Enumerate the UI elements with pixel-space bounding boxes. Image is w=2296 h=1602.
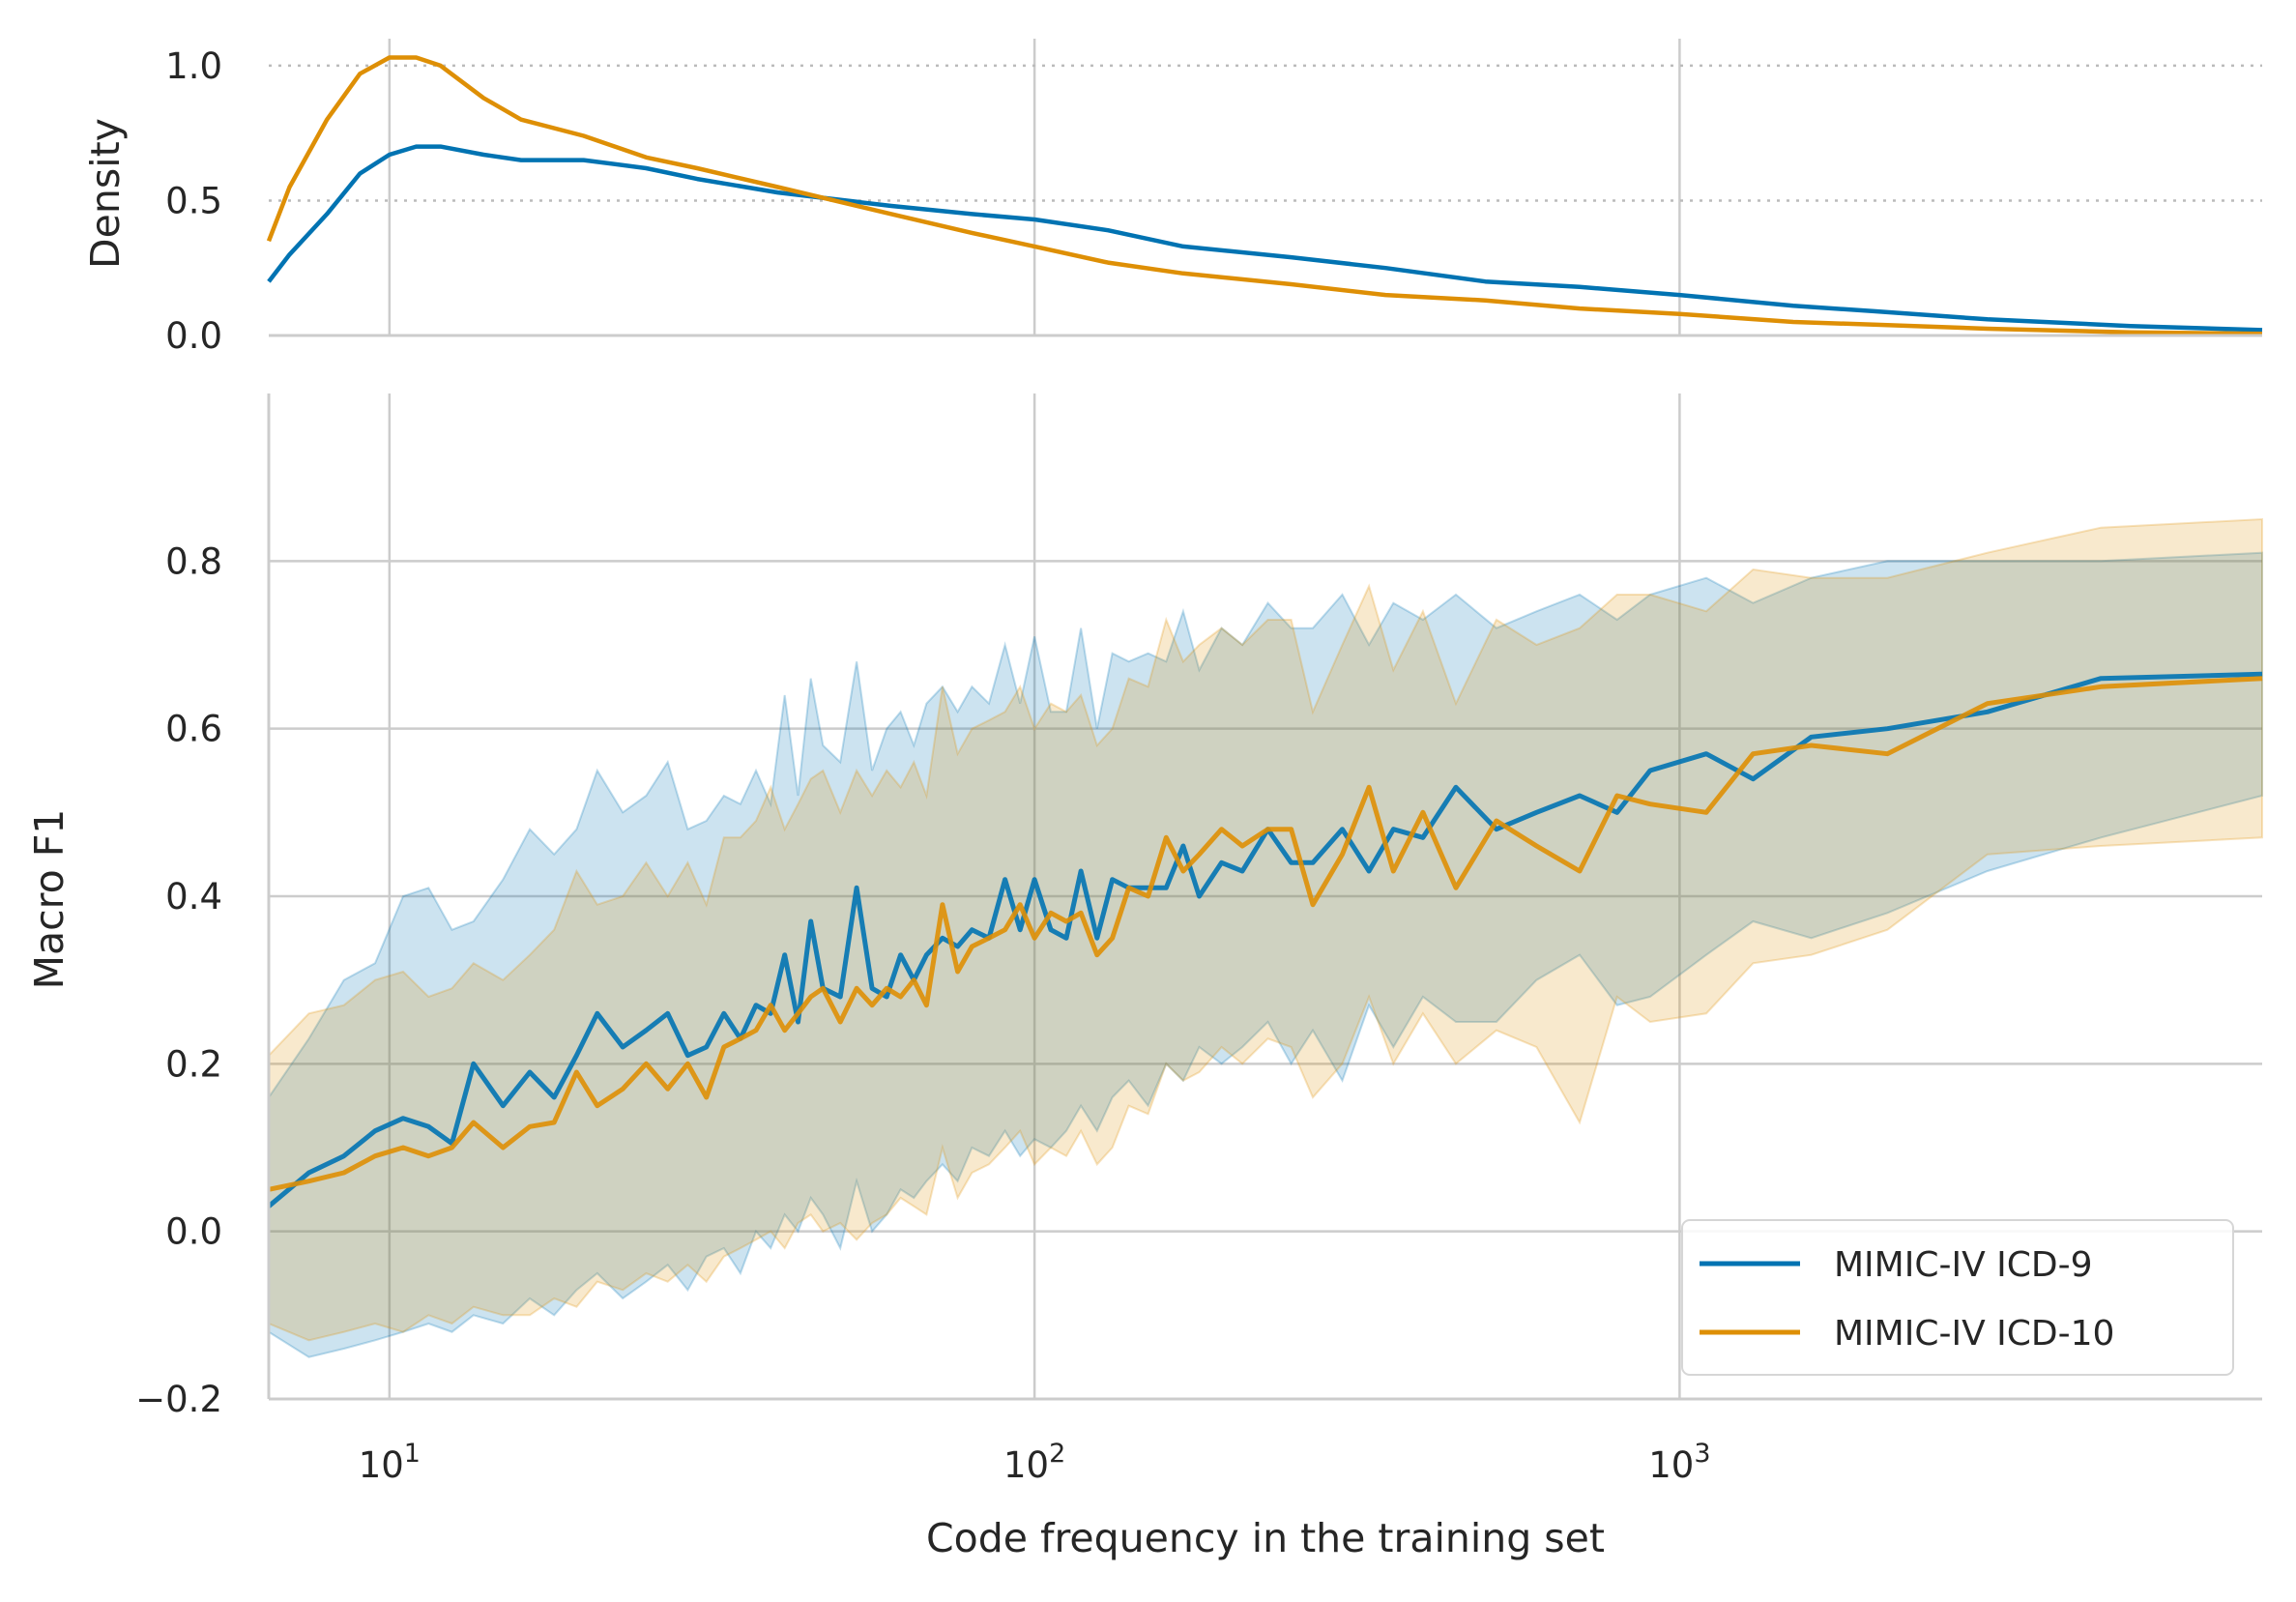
f1-x-tick-2: 103 <box>1648 1439 1710 1486</box>
density-y-axis-title: Density <box>82 118 129 269</box>
f1-y-tick-0: −0.2 <box>135 1379 222 1420</box>
f1-lines <box>267 671 2263 1209</box>
f1-x-tick-1: 102 <box>1003 1439 1065 1486</box>
legend-box <box>1681 1219 2234 1376</box>
f1-y-tick-5: 0.8 <box>165 540 222 582</box>
f1-x-axis-title: Code frequency in the training set <box>926 1515 1605 1561</box>
f1-band-1 <box>268 517 2263 1342</box>
f1-panel: −0.2 0.0 0.2 0.4 0.6 0.8 101 102 103 Macro F1 C… <box>26 393 2263 1561</box>
legend-label-icd10: MIMIC-IV ICD-10 <box>1834 1314 2114 1354</box>
density-y-tick-1: 0.5 <box>165 180 222 221</box>
f1-x-tick-labels: 101 102 103 <box>359 1439 1711 1486</box>
f1-y-tick-2: 0.2 <box>165 1043 222 1085</box>
legend-label-icd9: MIMIC-IV ICD-9 <box>1834 1245 2093 1285</box>
density-y-tick-labels: 0.0 0.5 1.0 <box>165 45 222 357</box>
f1-line-0 <box>267 671 2263 1209</box>
density-line-0 <box>267 144 2263 333</box>
density-line-1 <box>266 55 2263 336</box>
f1-x-tick-0: 101 <box>359 1439 421 1486</box>
f1-y-tick-labels: −0.2 0.0 0.2 0.4 0.6 0.8 <box>135 540 222 1420</box>
density-gridlines <box>269 39 2262 335</box>
f1-line-1 <box>268 676 2263 1192</box>
legend: MIMIC-IV ICD-9 MIMIC-IV ICD-10 <box>1681 1219 2234 1376</box>
density-y-tick-2: 1.0 <box>165 45 222 87</box>
density-panel: 0.0 0.5 1.0 Density <box>82 39 2263 357</box>
density-y-tick-0: 0.0 <box>165 315 222 357</box>
f1-y-tick-1: 0.0 <box>165 1211 222 1253</box>
f1-y-axis-title: Macro F1 <box>26 809 73 990</box>
f1-y-tick-4: 0.6 <box>165 709 222 750</box>
f1-y-tick-3: 0.4 <box>165 876 222 918</box>
density-lines <box>266 55 2263 336</box>
